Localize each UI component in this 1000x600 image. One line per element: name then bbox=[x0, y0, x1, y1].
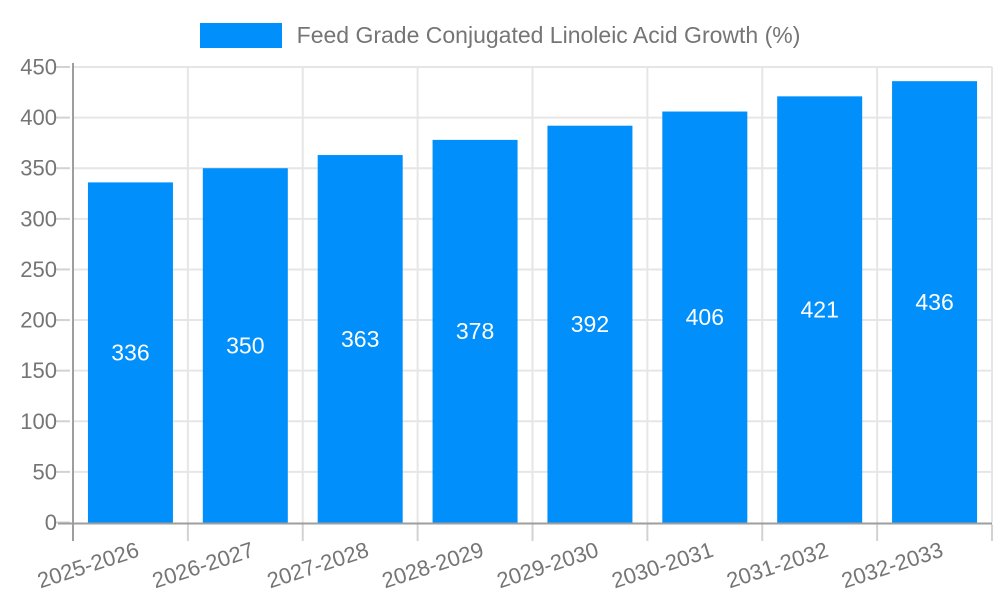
y-tick-label: 200 bbox=[20, 308, 57, 333]
legend-label: Feed Grade Conjugated Linoleic Acid Grow… bbox=[296, 21, 801, 48]
bar-value-label: 378 bbox=[456, 318, 494, 344]
legend-swatch bbox=[199, 22, 282, 48]
x-tick-label: 2025-2026 bbox=[34, 537, 142, 593]
y-tick-label: 400 bbox=[20, 105, 57, 130]
x-tick-label: 2030-2031 bbox=[609, 537, 717, 593]
x-tick-label: 2031-2032 bbox=[723, 537, 831, 593]
bar bbox=[432, 139, 518, 523]
bar bbox=[317, 155, 403, 523]
bar bbox=[547, 125, 633, 523]
bar-value-label: 436 bbox=[915, 289, 953, 315]
x-tick-label: 2032-2033 bbox=[838, 537, 946, 593]
y-tick-label: 150 bbox=[20, 358, 57, 383]
x-tick-label: 2028-2029 bbox=[379, 537, 487, 593]
y-tick-label: 450 bbox=[20, 55, 57, 80]
x-tick-label: 2026-2027 bbox=[149, 537, 257, 593]
bar-value-label: 392 bbox=[571, 311, 609, 337]
y-tick-label: 50 bbox=[33, 459, 57, 484]
y-tick-label: 250 bbox=[20, 257, 57, 282]
x-tick-label: 2029-2030 bbox=[494, 537, 602, 593]
bar bbox=[87, 182, 173, 523]
bar bbox=[892, 81, 978, 523]
bar bbox=[202, 168, 288, 523]
y-tick-label: 350 bbox=[20, 156, 57, 181]
y-tick-label: 100 bbox=[20, 409, 57, 434]
bar-value-label: 350 bbox=[226, 332, 264, 358]
legend[interactable]: Feed Grade Conjugated Linoleic Acid Grow… bbox=[0, 18, 1000, 52]
bar-value-label: 421 bbox=[801, 296, 839, 322]
bar bbox=[662, 111, 748, 523]
y-tick-label: 0 bbox=[45, 510, 57, 535]
bar bbox=[777, 96, 863, 523]
bar-value-label: 406 bbox=[686, 304, 724, 330]
y-tick-label: 300 bbox=[20, 206, 57, 231]
bar-value-label: 336 bbox=[111, 339, 149, 365]
x-tick-label: 2027-2028 bbox=[264, 537, 372, 593]
bar-value-label: 363 bbox=[341, 326, 379, 352]
